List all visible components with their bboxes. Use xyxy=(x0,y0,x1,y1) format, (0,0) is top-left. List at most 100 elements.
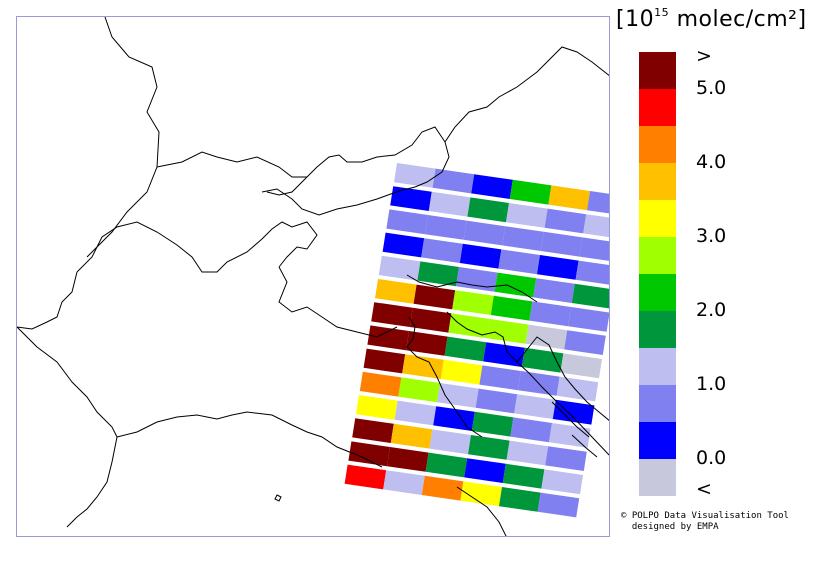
swath-pixel xyxy=(344,464,387,490)
swath-pixel xyxy=(460,481,502,507)
swath-pixel xyxy=(367,325,409,351)
swath-pixel xyxy=(432,168,475,194)
legend-swatch xyxy=(639,385,676,422)
swath-pixel xyxy=(575,260,609,285)
swath-pixel xyxy=(502,226,544,251)
swath-pixel xyxy=(506,203,548,228)
coastline xyxy=(571,434,598,458)
swath-pixel xyxy=(386,209,428,235)
legend-label: 5.0 xyxy=(696,77,727,99)
legend-label: 2.0 xyxy=(696,299,727,321)
swath-pixel xyxy=(483,342,525,367)
swath-pixel xyxy=(352,418,394,443)
swath-pixel xyxy=(383,470,425,495)
swath-pixel xyxy=(468,435,510,460)
swath-pixel xyxy=(502,463,545,489)
unit-label: [1015 molec/cm²] xyxy=(616,6,807,32)
swath-pixel xyxy=(387,447,429,472)
coastline xyxy=(551,401,590,438)
swath-pixel xyxy=(587,191,609,214)
swath-pixel xyxy=(363,348,406,374)
swath-pixel xyxy=(406,331,448,356)
swath-pixel xyxy=(356,395,398,420)
coastline xyxy=(406,316,483,438)
border-line xyxy=(278,266,398,338)
swath-pixel xyxy=(456,267,498,292)
swath-pixel xyxy=(510,417,552,443)
coastline xyxy=(564,376,609,421)
swath-pixel xyxy=(514,394,556,419)
legend-swatch xyxy=(639,52,676,89)
swath-pixel xyxy=(409,307,452,333)
swath-pixel xyxy=(571,283,609,309)
swath-pixel xyxy=(425,452,468,478)
legend-label: 0.0 xyxy=(696,447,727,469)
swath-pixel xyxy=(583,214,609,238)
swath-pixel xyxy=(525,324,568,350)
swath-pixel xyxy=(540,231,583,257)
legend-label: < xyxy=(696,478,712,500)
swath-pixel xyxy=(390,423,433,449)
swath-pixel xyxy=(394,163,436,188)
swath-pixel xyxy=(529,301,571,327)
coastline xyxy=(406,274,538,303)
swath-pixel xyxy=(521,347,564,373)
swath-pixel xyxy=(541,469,583,495)
swath-pixel xyxy=(552,399,595,425)
border-line xyxy=(86,17,160,258)
swath-pixel xyxy=(421,238,463,263)
swath-pixel xyxy=(413,284,456,310)
legend-swatch xyxy=(639,348,676,385)
swath-pixel xyxy=(471,174,513,199)
country-boundaries xyxy=(17,17,609,536)
swath-pixel xyxy=(487,319,529,344)
legend-label: 4.0 xyxy=(696,151,727,173)
swath-pixel xyxy=(490,295,533,321)
credit-line-2: designed by EMPA xyxy=(621,522,719,532)
swath-pixel xyxy=(417,261,459,287)
credit-line-1: © POLPO Data Visualisation Tool xyxy=(621,511,789,521)
swath-pixel xyxy=(428,191,471,217)
swath-pixel xyxy=(579,237,609,261)
swath-pixel xyxy=(394,400,437,426)
swath-pixel xyxy=(494,272,537,298)
swath-pixel xyxy=(498,249,540,275)
swath-pixel xyxy=(499,487,541,512)
swath-pixel xyxy=(463,220,506,246)
swath-pixel xyxy=(371,302,413,327)
coastline xyxy=(456,486,507,536)
swath-pixel xyxy=(390,186,432,211)
legend-swatch xyxy=(639,237,676,274)
swath-pixel xyxy=(359,371,402,397)
swath-pixel xyxy=(398,377,440,403)
border-line xyxy=(266,176,308,196)
legend-swatch xyxy=(639,274,676,311)
swath-pixel xyxy=(564,330,606,355)
legend-swatch xyxy=(639,89,676,126)
swath-pixel xyxy=(448,313,490,339)
swath-pixel xyxy=(459,243,502,269)
border-line xyxy=(76,221,318,273)
swath-pixel xyxy=(440,359,483,385)
legend-swatch xyxy=(639,126,676,163)
legend-label: > xyxy=(696,45,712,67)
coastline xyxy=(446,311,609,456)
border-line xyxy=(17,271,78,330)
swath-pixel xyxy=(568,307,609,332)
swath-pixel xyxy=(382,232,425,258)
swath-pixel xyxy=(549,423,591,448)
legend-swatch xyxy=(639,422,676,459)
border-line xyxy=(306,126,446,178)
swath-pixel xyxy=(537,492,580,518)
swath-pixel xyxy=(556,376,599,402)
island-shape xyxy=(274,494,282,502)
border-line xyxy=(116,411,383,468)
swath-pixel xyxy=(537,255,579,280)
swath-pixel xyxy=(506,440,549,466)
border-line xyxy=(156,151,307,178)
swath-pixel xyxy=(444,336,487,362)
swath-pixel xyxy=(467,197,509,223)
credit-text: © POLPO Data Visualisation Tool designed… xyxy=(621,511,789,533)
swath-pixel xyxy=(509,179,552,205)
swath-pixel xyxy=(429,429,471,455)
